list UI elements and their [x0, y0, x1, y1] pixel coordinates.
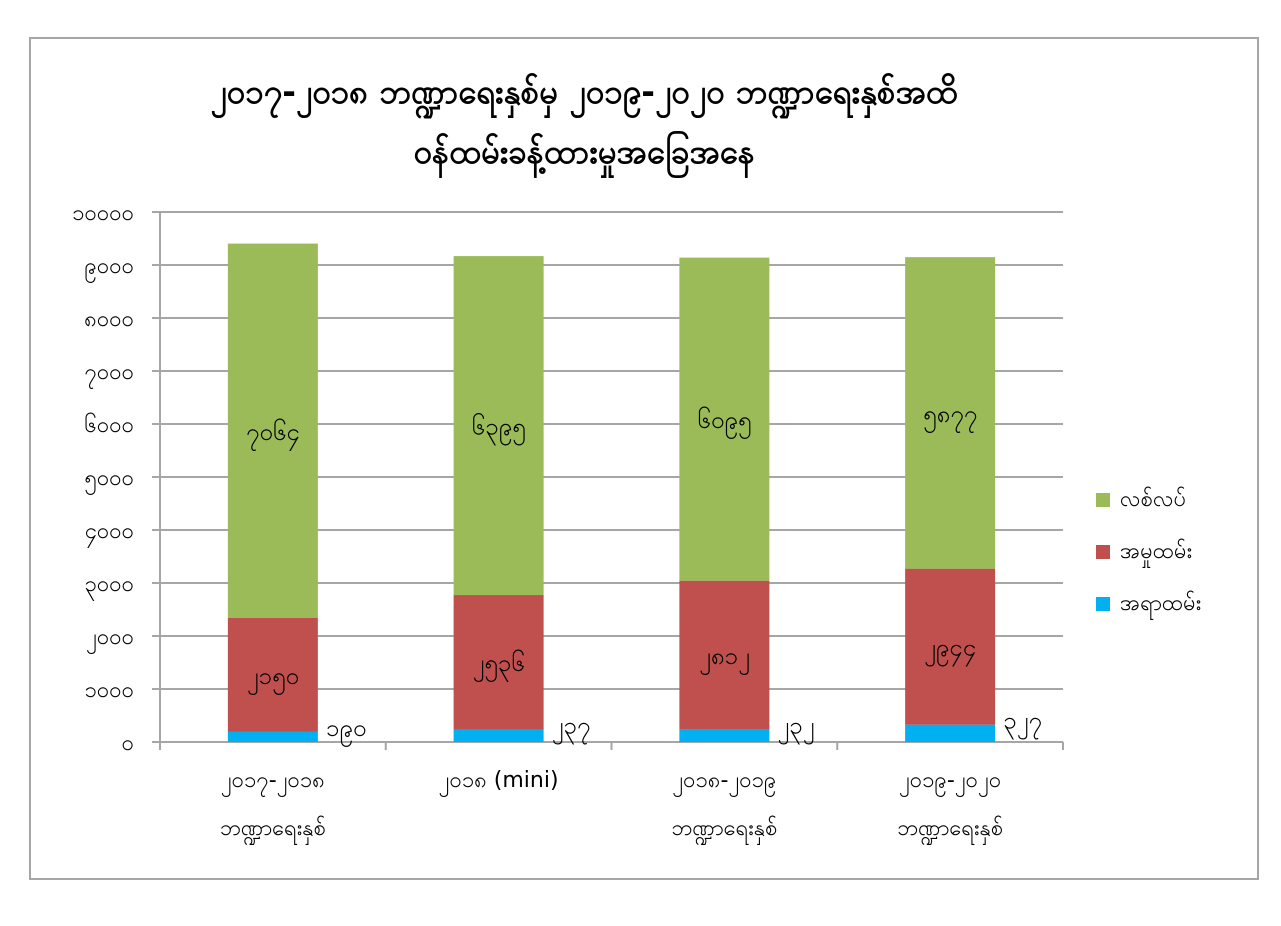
y-tick-label: ၉၀၀၀ — [85, 254, 135, 283]
bar-segment — [679, 580, 770, 730]
legend: လစ်လပ် အမှုထမ်း အရာထမ်း — [1096, 474, 1201, 630]
bar-segment — [905, 568, 996, 725]
bar-segment — [905, 257, 996, 569]
x-tick-label: ၂၀၁၈ (mini) — [439, 768, 559, 797]
y-tick-label: ၇၀၀၀ — [85, 360, 135, 389]
chart-title-line-1: ၂၀၁၇-၂၀၁၈ ဘဏ္ဍာရေးနှစ်မှ ၂၀၁၉-၂၀၂၀ ဘဏ္ဍာ… — [210, 72, 958, 111]
x-tick-label: ၂၀၁၈-၂၀၁၉ — [672, 768, 776, 797]
y-tick-label: ၁၀၀၀ — [85, 678, 135, 703]
data-label: ၇၀၆၄ — [246, 417, 300, 451]
chart-title-line-2: ဝန်ထမ်းခန့်ထားမှုအခြေအနေ — [413, 132, 755, 171]
bar-segment — [227, 617, 318, 732]
data-label: ၆၀၉၅ — [697, 405, 751, 439]
bar-segment — [227, 731, 318, 742]
legend-swatch-staff — [1096, 545, 1110, 559]
bar-segment — [679, 257, 770, 581]
data-label: ၂၁၅၀ — [247, 662, 299, 695]
bar-segment — [227, 243, 318, 618]
legend-swatch-officer — [1096, 597, 1110, 611]
data-label: ၁၉၀ — [326, 714, 367, 747]
data-label: ၂၃၇ — [552, 711, 591, 744]
x-tick-label: ၂၀၁၇-၂၀၁၈ — [221, 768, 325, 797]
legend-item-vacant: လစ်လပ် — [1096, 474, 1201, 526]
legend-label-vacant: လစ်လပ် — [1120, 486, 1187, 512]
data-label: ၂၅၃၆ — [472, 648, 524, 682]
legend-swatch-vacant — [1096, 493, 1110, 507]
x-tick-label: ၂၀၁၉-၂၀၂၀ — [899, 768, 1001, 797]
bar-segment — [905, 724, 996, 742]
data-label: ၅၈၇၇ — [923, 400, 977, 433]
x-tick-label: ဘဏ္ဍာရေးနှစ် — [220, 815, 326, 846]
chart-title: ၂၀၁၇-၂၀၁၈ ဘဏ္ဍာရေးနှစ်မှ ၂၀၁၉-၂၀၂၀ ဘဏ္ဍာ… — [29, 62, 1139, 182]
legend-label-officer: အရာထမ်း — [1120, 590, 1202, 616]
y-tick-label: ၄၀၀၀ — [85, 519, 135, 548]
data-label: ၂၈၁၂ — [699, 642, 750, 675]
x-tick-label: ဘဏ္ဍာရေးနှစ် — [897, 815, 1003, 846]
data-label: ၆၃၉၅ — [472, 412, 526, 446]
y-tick-label: ၃၀၀၀ — [85, 572, 135, 601]
x-tick-label: ဘဏ္ဍာရေးနှစ် — [671, 815, 777, 846]
data-label: ၂၉၄၄ — [924, 634, 976, 667]
bar-segment — [453, 595, 544, 730]
bar-segment — [453, 256, 544, 596]
y-tick-label: ၁၀၀၀၀ — [72, 201, 134, 226]
bar-segment — [679, 729, 770, 742]
y-tick-label: ၀ — [122, 731, 134, 756]
y-tick-label: ၅၀၀၀ — [85, 466, 135, 495]
y-tick-label: ၈၀၀၀ — [84, 307, 134, 332]
y-tick-label: ၆၀၀၀ — [85, 412, 135, 438]
y-tick-label: ၂၀၀၀ — [86, 625, 134, 654]
bar-segment — [453, 729, 544, 742]
legend-item-staff: အမှုထမ်း — [1096, 526, 1201, 578]
data-label: ၃၂၇ — [1003, 707, 1042, 740]
legend-label-staff: အမှုထမ်း — [1120, 538, 1193, 564]
legend-item-officer: အရာထမ်း — [1096, 578, 1201, 630]
data-label: ၂၃၂ — [777, 712, 814, 745]
